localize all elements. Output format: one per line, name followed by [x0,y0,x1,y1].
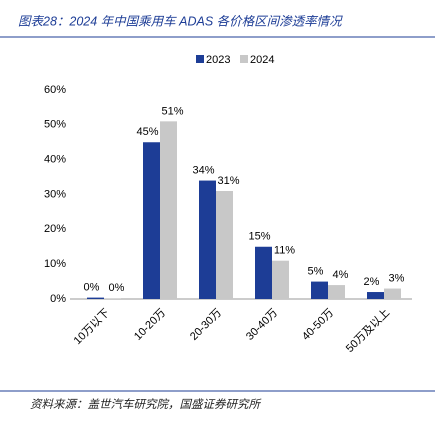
y-tick-label: 50% [44,119,66,131]
value-label: 2% [364,276,380,288]
x-tick-label: 10-20万 [132,307,168,343]
bar [160,121,177,299]
bar [311,281,328,299]
bar [367,292,384,299]
value-label: 4% [333,269,349,281]
y-tick-label: 0% [50,293,66,305]
value-label: 11% [274,245,295,257]
legend-swatch [240,55,248,63]
chart-title: 图表28：2024 年中国乘用车 ADAS 各价格区间渗透率情况 [18,14,343,28]
x-tick-label: 10万以下 [72,307,112,347]
x-tick-label: 40-50万 [300,307,336,343]
value-label: 15% [248,231,270,243]
bar [104,298,121,299]
value-label: 0% [109,282,125,294]
legend-swatch [196,55,204,63]
x-tick-label: 50万及以上 [343,306,392,355]
source-note: 资料来源：盖世汽车研究院，国盛证券研究所 [30,398,261,411]
value-label: 51% [161,105,183,117]
bar [199,180,216,299]
value-label: 5% [308,265,324,277]
value-label: 45% [136,126,158,138]
bar [384,288,401,299]
bar [328,285,345,299]
value-label: 31% [217,175,239,187]
legend-label: 2023 [206,54,230,66]
bar [272,260,289,299]
legend-label: 2024 [250,54,274,66]
value-label: 0% [84,282,100,294]
bar [255,246,272,299]
bar [87,297,104,299]
value-label: 34% [192,164,214,176]
bar [216,191,233,299]
x-tick-label: 20-30万 [188,307,224,343]
y-tick-label: 60% [44,84,66,96]
y-tick-label: 40% [44,154,66,166]
x-tick-label: 30-40万 [244,307,280,343]
y-tick-label: 10% [44,258,66,270]
value-label: 3% [389,272,405,284]
y-tick-label: 20% [44,223,66,235]
bar [143,142,160,299]
y-tick-label: 30% [44,188,66,200]
